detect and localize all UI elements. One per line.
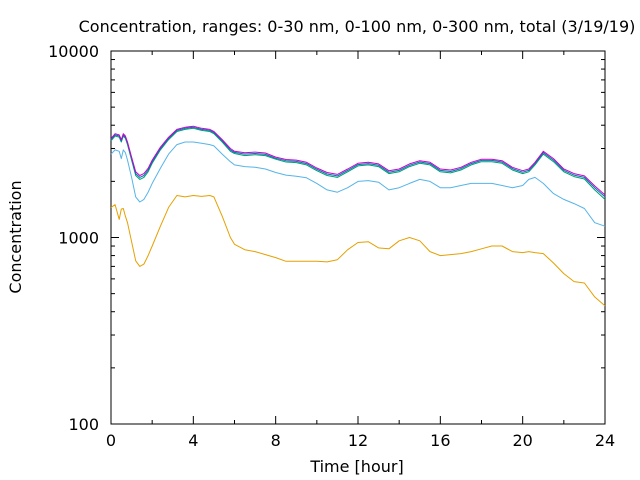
chart-title: Concentration, ranges: 0-30 nm, 0-100 nm…: [79, 17, 636, 36]
x-tick-label: 12: [348, 431, 368, 450]
y-tick-label: 1000: [58, 229, 99, 248]
x-tick-label: 8: [271, 431, 281, 450]
x-axis-label: Time [hour]: [309, 457, 403, 476]
y-tick-label: 100: [68, 415, 99, 434]
x-tick-label: 16: [430, 431, 450, 450]
x-tick-label: 24: [595, 431, 615, 450]
series-group: [110, 125, 606, 307]
x-tick-label: 4: [188, 431, 198, 450]
series-line-2: [110, 141, 606, 227]
series-line-5: [110, 125, 606, 196]
series-line-1: [110, 195, 606, 307]
plot-frame: [110, 50, 606, 425]
x-tick-label: 20: [512, 431, 532, 450]
series-line-4: [110, 126, 606, 198]
axis-ticks: [110, 50, 606, 425]
tick-labels: 0 4 8 12 16 20 24 100 1000 10000: [48, 42, 615, 450]
y-tick-label: 10000: [48, 42, 99, 61]
y-axis-label: Concentration: [6, 180, 25, 293]
series-line-3: [110, 127, 606, 200]
x-tick-label: 0: [106, 431, 116, 450]
